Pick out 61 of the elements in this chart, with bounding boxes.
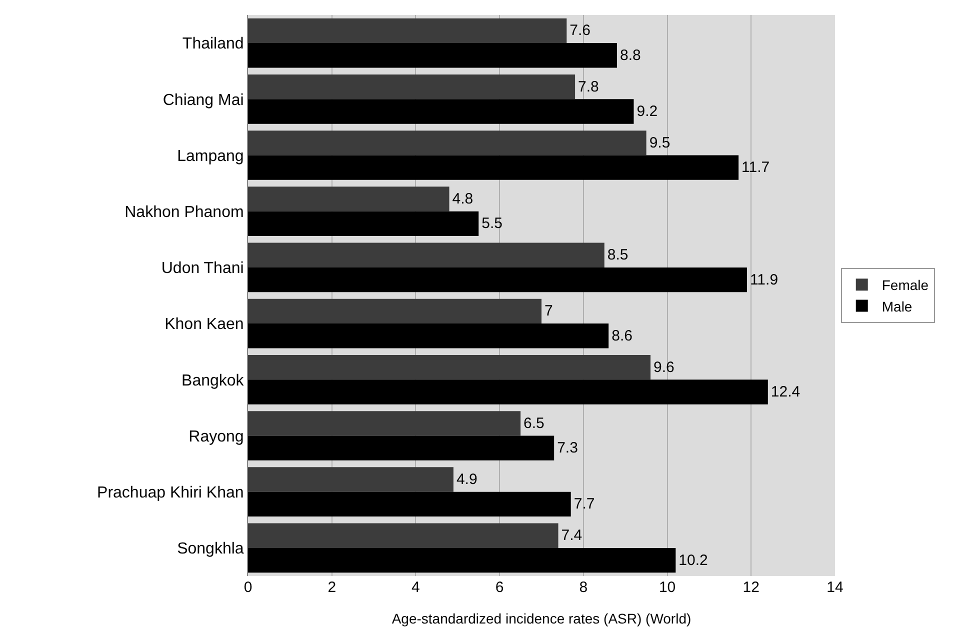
- data-label: 9.5: [649, 134, 670, 152]
- bar: [248, 43, 617, 68]
- bar: [248, 492, 571, 517]
- bar: [248, 354, 651, 380]
- data-label: 7: [544, 302, 553, 320]
- bar: [248, 436, 554, 460]
- y-tick-label: Bangkok: [182, 372, 245, 390]
- data-label: 10.2: [678, 552, 708, 569]
- x-tick-label: 6: [495, 579, 504, 596]
- bar: [248, 99, 634, 124]
- x-tick-label: 0: [244, 579, 252, 596]
- bar: [248, 298, 542, 324]
- data-label: 7.3: [557, 440, 578, 457]
- data-label: 9.2: [636, 102, 658, 120]
- data-label: 7.4: [561, 527, 582, 544]
- data-label: 5.5: [482, 215, 502, 232]
- data-label: 9.6: [654, 358, 674, 376]
- data-label: 4.8: [452, 190, 474, 208]
- legend-label: Male: [882, 298, 912, 314]
- bar: [248, 18, 567, 44]
- bar: [248, 155, 739, 180]
- x-tick-label: 12: [742, 579, 760, 596]
- y-tick-label: Songkhla: [177, 540, 244, 558]
- bar: [248, 242, 604, 268]
- legend-label: Female: [882, 277, 929, 294]
- data-label: 8.6: [612, 327, 632, 344]
- data-label: 11.9: [750, 271, 778, 288]
- data-label: 7.7: [574, 496, 595, 513]
- y-tick-label: Udon Thani: [161, 260, 244, 278]
- data-label: 7.6: [570, 22, 591, 40]
- data-label: 8.8: [620, 46, 641, 64]
- y-tick-label: Chiang Mai: [162, 92, 244, 109]
- y-tick-label: Khon Kaen: [164, 316, 244, 334]
- bar: [248, 523, 558, 548]
- bar: [248, 324, 609, 348]
- bar: [248, 186, 450, 212]
- data-label: 11.7: [742, 159, 770, 176]
- x-axis-title: Age-standardized incidence rates (ASR) (World): [392, 610, 692, 626]
- bar: [248, 548, 676, 573]
- bar: [248, 267, 747, 292]
- bar: [248, 411, 521, 436]
- bar: [248, 380, 768, 404]
- y-tick-label: Prachuap Khiri Khan: [97, 484, 244, 502]
- y-tick-label: Rayong: [188, 428, 244, 446]
- bar: [248, 467, 454, 492]
- data-label: 8.5: [607, 246, 628, 264]
- x-tick-label: 4: [412, 579, 420, 596]
- y-tick-label: Lampang: [177, 148, 244, 165]
- x-tick-label: 14: [826, 579, 844, 596]
- x-tick-label: 2: [328, 579, 336, 596]
- data-label: 12.4: [770, 383, 800, 400]
- data-label: 4.9: [456, 471, 478, 488]
- x-tick-label: 10: [658, 579, 676, 596]
- bar: [248, 211, 479, 236]
- bar: [248, 130, 646, 156]
- y-tick-label: Thailand: [182, 36, 244, 53]
- data-label: 6.5: [524, 414, 544, 432]
- x-tick-label: 8: [579, 579, 588, 596]
- y-tick-label: Nakhon Phanom: [124, 204, 244, 221]
- bar: [248, 74, 576, 100]
- data-label: 7.8: [578, 78, 599, 96]
